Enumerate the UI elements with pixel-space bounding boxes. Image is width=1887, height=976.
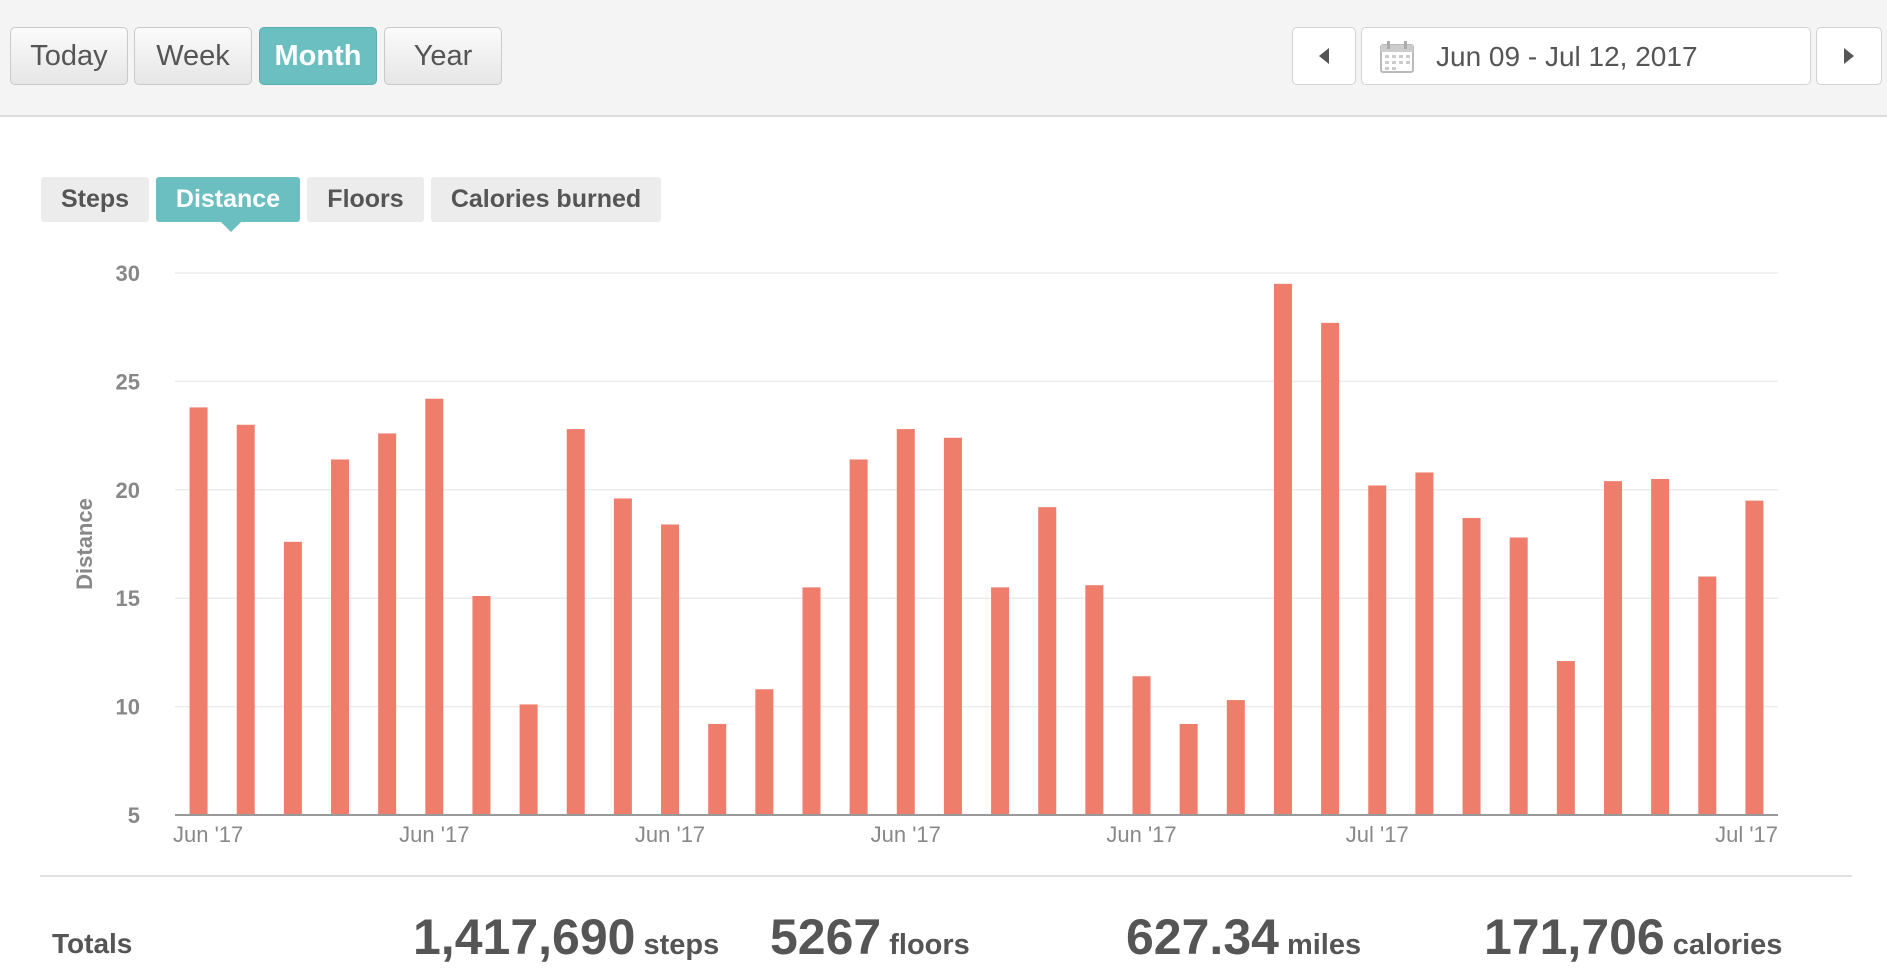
next-period-button[interactable]	[1816, 27, 1882, 85]
date-range-picker[interactable]: Jun 09 - Jul 12, 2017	[1361, 27, 1811, 85]
bar[interactable]	[708, 723, 727, 815]
week-button[interactable]: Week	[134, 27, 252, 85]
total-steps-value: 1,417,690	[413, 909, 636, 965]
totals-label: Totals	[52, 928, 133, 959]
bar[interactable]	[1321, 322, 1340, 815]
y-axis-label: Distance	[72, 498, 97, 590]
bar[interactable]	[661, 524, 680, 815]
total-miles-unit: miles	[1286, 929, 1362, 961]
bar[interactable]	[1179, 723, 1198, 815]
active-tab-indicator	[221, 222, 241, 232]
date-range-text: Jun 09 - Jul 12, 2017	[1436, 41, 1698, 72]
total-calories-value: 171,706	[1484, 909, 1665, 965]
bar[interactable]	[1273, 283, 1292, 816]
total-steps: 1,417,690 steps	[413, 908, 719, 966]
total-miles: 627.34 miles	[1126, 908, 1361, 966]
bar[interactable]	[896, 429, 915, 815]
total-calories: 171,706 calories	[1484, 908, 1782, 966]
bar[interactable]	[1415, 472, 1434, 815]
x-axis-ticks: Jun '17 Jun '17 Jun '17 Jun '17 Jun '17 Jul '…	[173, 822, 1778, 847]
total-floors-value: 5267	[770, 909, 882, 965]
bar[interactable]	[1038, 507, 1057, 815]
x-tick-label: Jun '17	[871, 822, 941, 847]
bar[interactable]	[1651, 478, 1670, 815]
bar[interactable]	[566, 429, 585, 815]
bar[interactable]	[236, 424, 255, 815]
bar[interactable]	[802, 587, 821, 815]
bar[interactable]	[1132, 676, 1151, 815]
x-tick-label: Jun '17	[635, 822, 705, 847]
tab-calories-burned[interactable]: Calories burned	[431, 177, 661, 222]
bar[interactable]	[1745, 500, 1764, 815]
x-tick-label: Jun '17	[173, 822, 243, 847]
bar[interactable]	[331, 459, 350, 815]
bar[interactable]	[472, 596, 491, 815]
bars	[189, 283, 1764, 816]
y-axis-ticks: 5 10 15 20 25 30	[116, 261, 140, 828]
bar[interactable]	[1698, 576, 1717, 815]
tab-floors[interactable]: Floors	[307, 177, 424, 222]
x-tick-label: Jul '17	[1715, 822, 1778, 847]
y-tick-label: 10	[116, 695, 140, 720]
total-floors: 5267 floors	[770, 908, 970, 966]
caret-left-icon	[1319, 48, 1329, 64]
y-tick-label: 15	[116, 586, 140, 611]
bar[interactable]	[425, 398, 444, 815]
calendar-icon	[1380, 41, 1414, 73]
bar[interactable]	[991, 587, 1010, 815]
bar[interactable]	[1368, 485, 1387, 815]
previous-period-button[interactable]	[1292, 27, 1356, 85]
x-tick-label: Jun '17	[1106, 822, 1176, 847]
bar[interactable]	[1462, 517, 1481, 815]
bar[interactable]	[283, 541, 302, 815]
x-tick-label: Jul '17	[1346, 822, 1409, 847]
total-steps-unit: steps	[643, 929, 720, 961]
month-button[interactable]: Month	[259, 27, 377, 85]
bar[interactable]	[1509, 537, 1528, 815]
bar[interactable]	[755, 689, 774, 815]
grid-lines	[175, 272, 1778, 708]
caret-right-icon	[1844, 48, 1854, 64]
bar[interactable]	[613, 498, 632, 815]
y-tick-label: 25	[116, 369, 140, 394]
bar[interactable]	[189, 407, 208, 815]
y-tick-label: 5	[128, 803, 140, 828]
tab-steps[interactable]: Steps	[41, 177, 149, 222]
today-button[interactable]: Today	[10, 27, 128, 85]
bar[interactable]	[849, 459, 868, 815]
total-calories-unit: calories	[1672, 929, 1783, 961]
tab-distance[interactable]: Distance	[156, 177, 300, 222]
y-tick-label: 20	[116, 478, 140, 503]
bar[interactable]	[1556, 661, 1575, 815]
bar[interactable]	[378, 433, 397, 815]
bar[interactable]	[943, 437, 962, 815]
toolbar: Today Week Month Year Jun 09 - Jul 12, 2…	[0, 0, 1887, 117]
total-miles-value: 627.34	[1126, 909, 1279, 965]
totals-divider	[40, 875, 1852, 877]
bar[interactable]	[519, 704, 538, 815]
bar[interactable]	[1085, 585, 1104, 815]
y-tick-label: 30	[116, 261, 140, 286]
x-tick-label: Jun '17	[399, 822, 469, 847]
total-floors-unit: floors	[889, 929, 970, 961]
year-button[interactable]: Year	[384, 27, 502, 85]
bar[interactable]	[1603, 481, 1622, 815]
bar[interactable]	[1226, 700, 1245, 815]
